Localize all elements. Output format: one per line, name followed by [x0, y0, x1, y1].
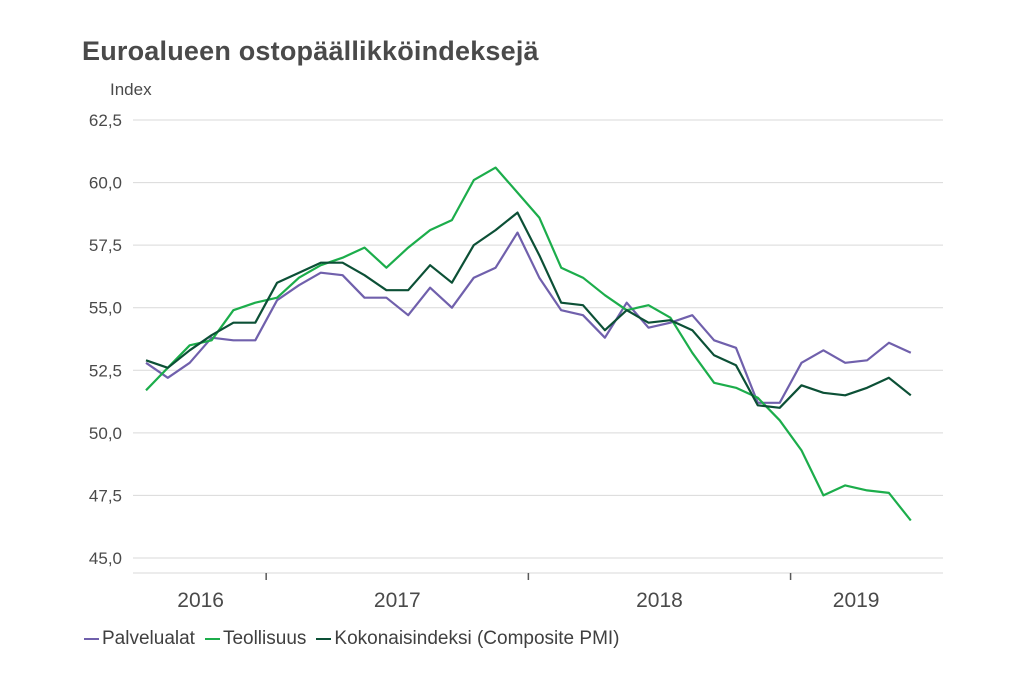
- legend-item: Palvelualat: [84, 628, 195, 650]
- y-tick-label: 60,0: [89, 174, 122, 193]
- chart-title: Euroalueen ostopäällikköindeksejä: [82, 36, 539, 66]
- y-tick-label: 62,5: [89, 111, 122, 130]
- legend-label: Teollisuus: [222, 628, 307, 649]
- series-lines: [145, 166, 912, 522]
- legend-label: Palvelualat: [102, 628, 195, 649]
- y-tick-label: 52,5: [89, 361, 122, 380]
- gridlines: [133, 119, 943, 559]
- x-tick-label: 2017: [374, 589, 421, 612]
- legend-swatch: [204, 638, 220, 640]
- y-tick-label: 55,0: [89, 299, 122, 318]
- legend-swatch: [84, 638, 99, 640]
- legend-item: Kokonaisindeksi (Composite PMI): [316, 628, 620, 650]
- y-tick-label: 47,5: [89, 486, 122, 505]
- legend-item: Teollisuus: [204, 628, 307, 650]
- y-tick-label: 45,0: [89, 549, 122, 568]
- series-line: [145, 231, 912, 404]
- x-tick-label: 2019: [833, 589, 880, 612]
- x-tick-label: 2018: [636, 589, 683, 612]
- y-axis-unit-label: Index: [110, 80, 152, 99]
- y-tick-label: 50,0: [89, 424, 122, 443]
- series-line: [145, 211, 912, 409]
- x-axis: 2016 2017 2018 2019: [133, 572, 943, 612]
- legend-swatch: [316, 638, 332, 640]
- series-line: [145, 166, 912, 522]
- legend: Palvelualat Teollisuus Kokonaisindeksi (Co…: [84, 628, 630, 650]
- legend-label: Kokonaisindeksi (Composite PMI): [334, 628, 620, 649]
- y-tick-label: 57,5: [89, 236, 122, 255]
- x-tick-label: 2016: [177, 589, 224, 612]
- y-axis-ticks: 45,0 47,5 50,0 52,5 55,0 57,5 60,0 62,5: [89, 111, 122, 568]
